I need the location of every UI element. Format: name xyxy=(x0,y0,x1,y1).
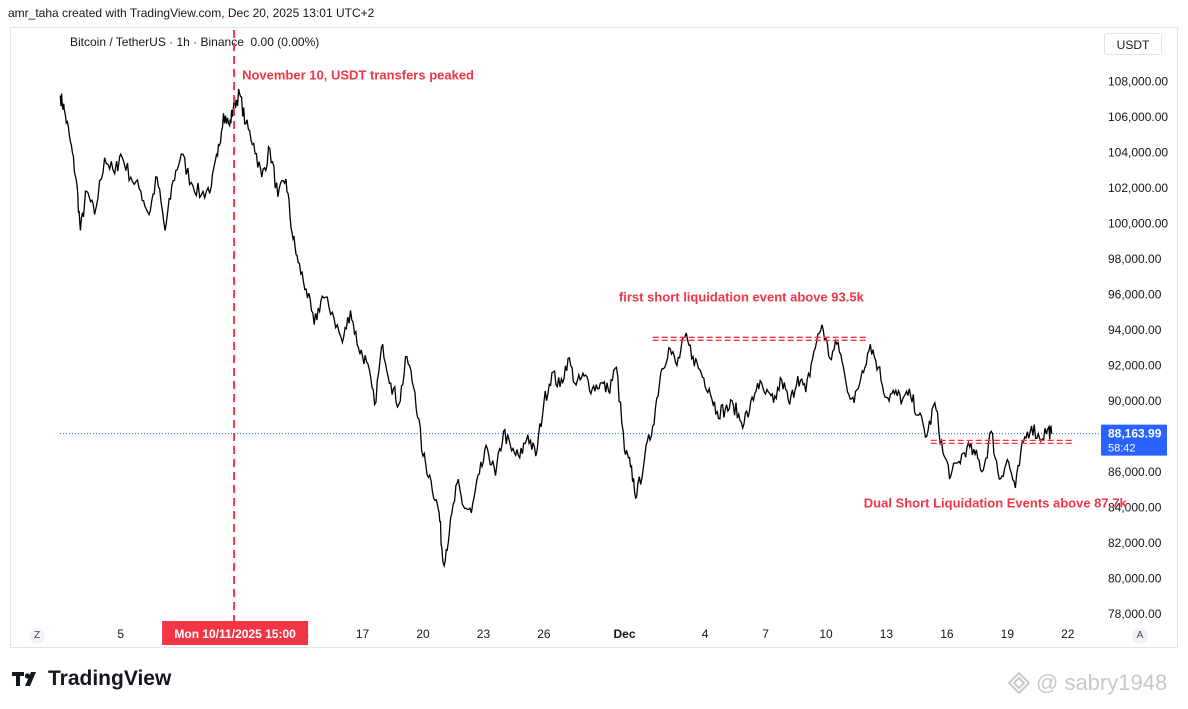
watermark-text: @ sabry1948 xyxy=(1036,670,1168,695)
symbol-label: Bitcoin / TetherUS · 1h · Binance xyxy=(70,35,244,49)
tradingview-brand: TradingView xyxy=(12,667,171,691)
chart-credit: amr_taha created with TradingView.com, D… xyxy=(8,6,375,20)
tradingview-logo-icon xyxy=(12,672,36,686)
zoom-button[interactable]: Z xyxy=(29,628,45,644)
brand-name: TradingView xyxy=(48,667,172,690)
watermark: @ sabry1948 xyxy=(1008,670,1167,696)
diamond-logo-icon xyxy=(1008,672,1030,694)
symbol-change: 0.00 (0.00%) xyxy=(250,35,320,49)
currency-button[interactable]: USDT xyxy=(1104,33,1162,55)
symbol-legend: Bitcoin / TetherUS · 1h · Binance 0.00 (… xyxy=(70,35,319,49)
auto-scale-button[interactable]: A xyxy=(1132,628,1148,644)
chart-frame xyxy=(10,27,1178,648)
